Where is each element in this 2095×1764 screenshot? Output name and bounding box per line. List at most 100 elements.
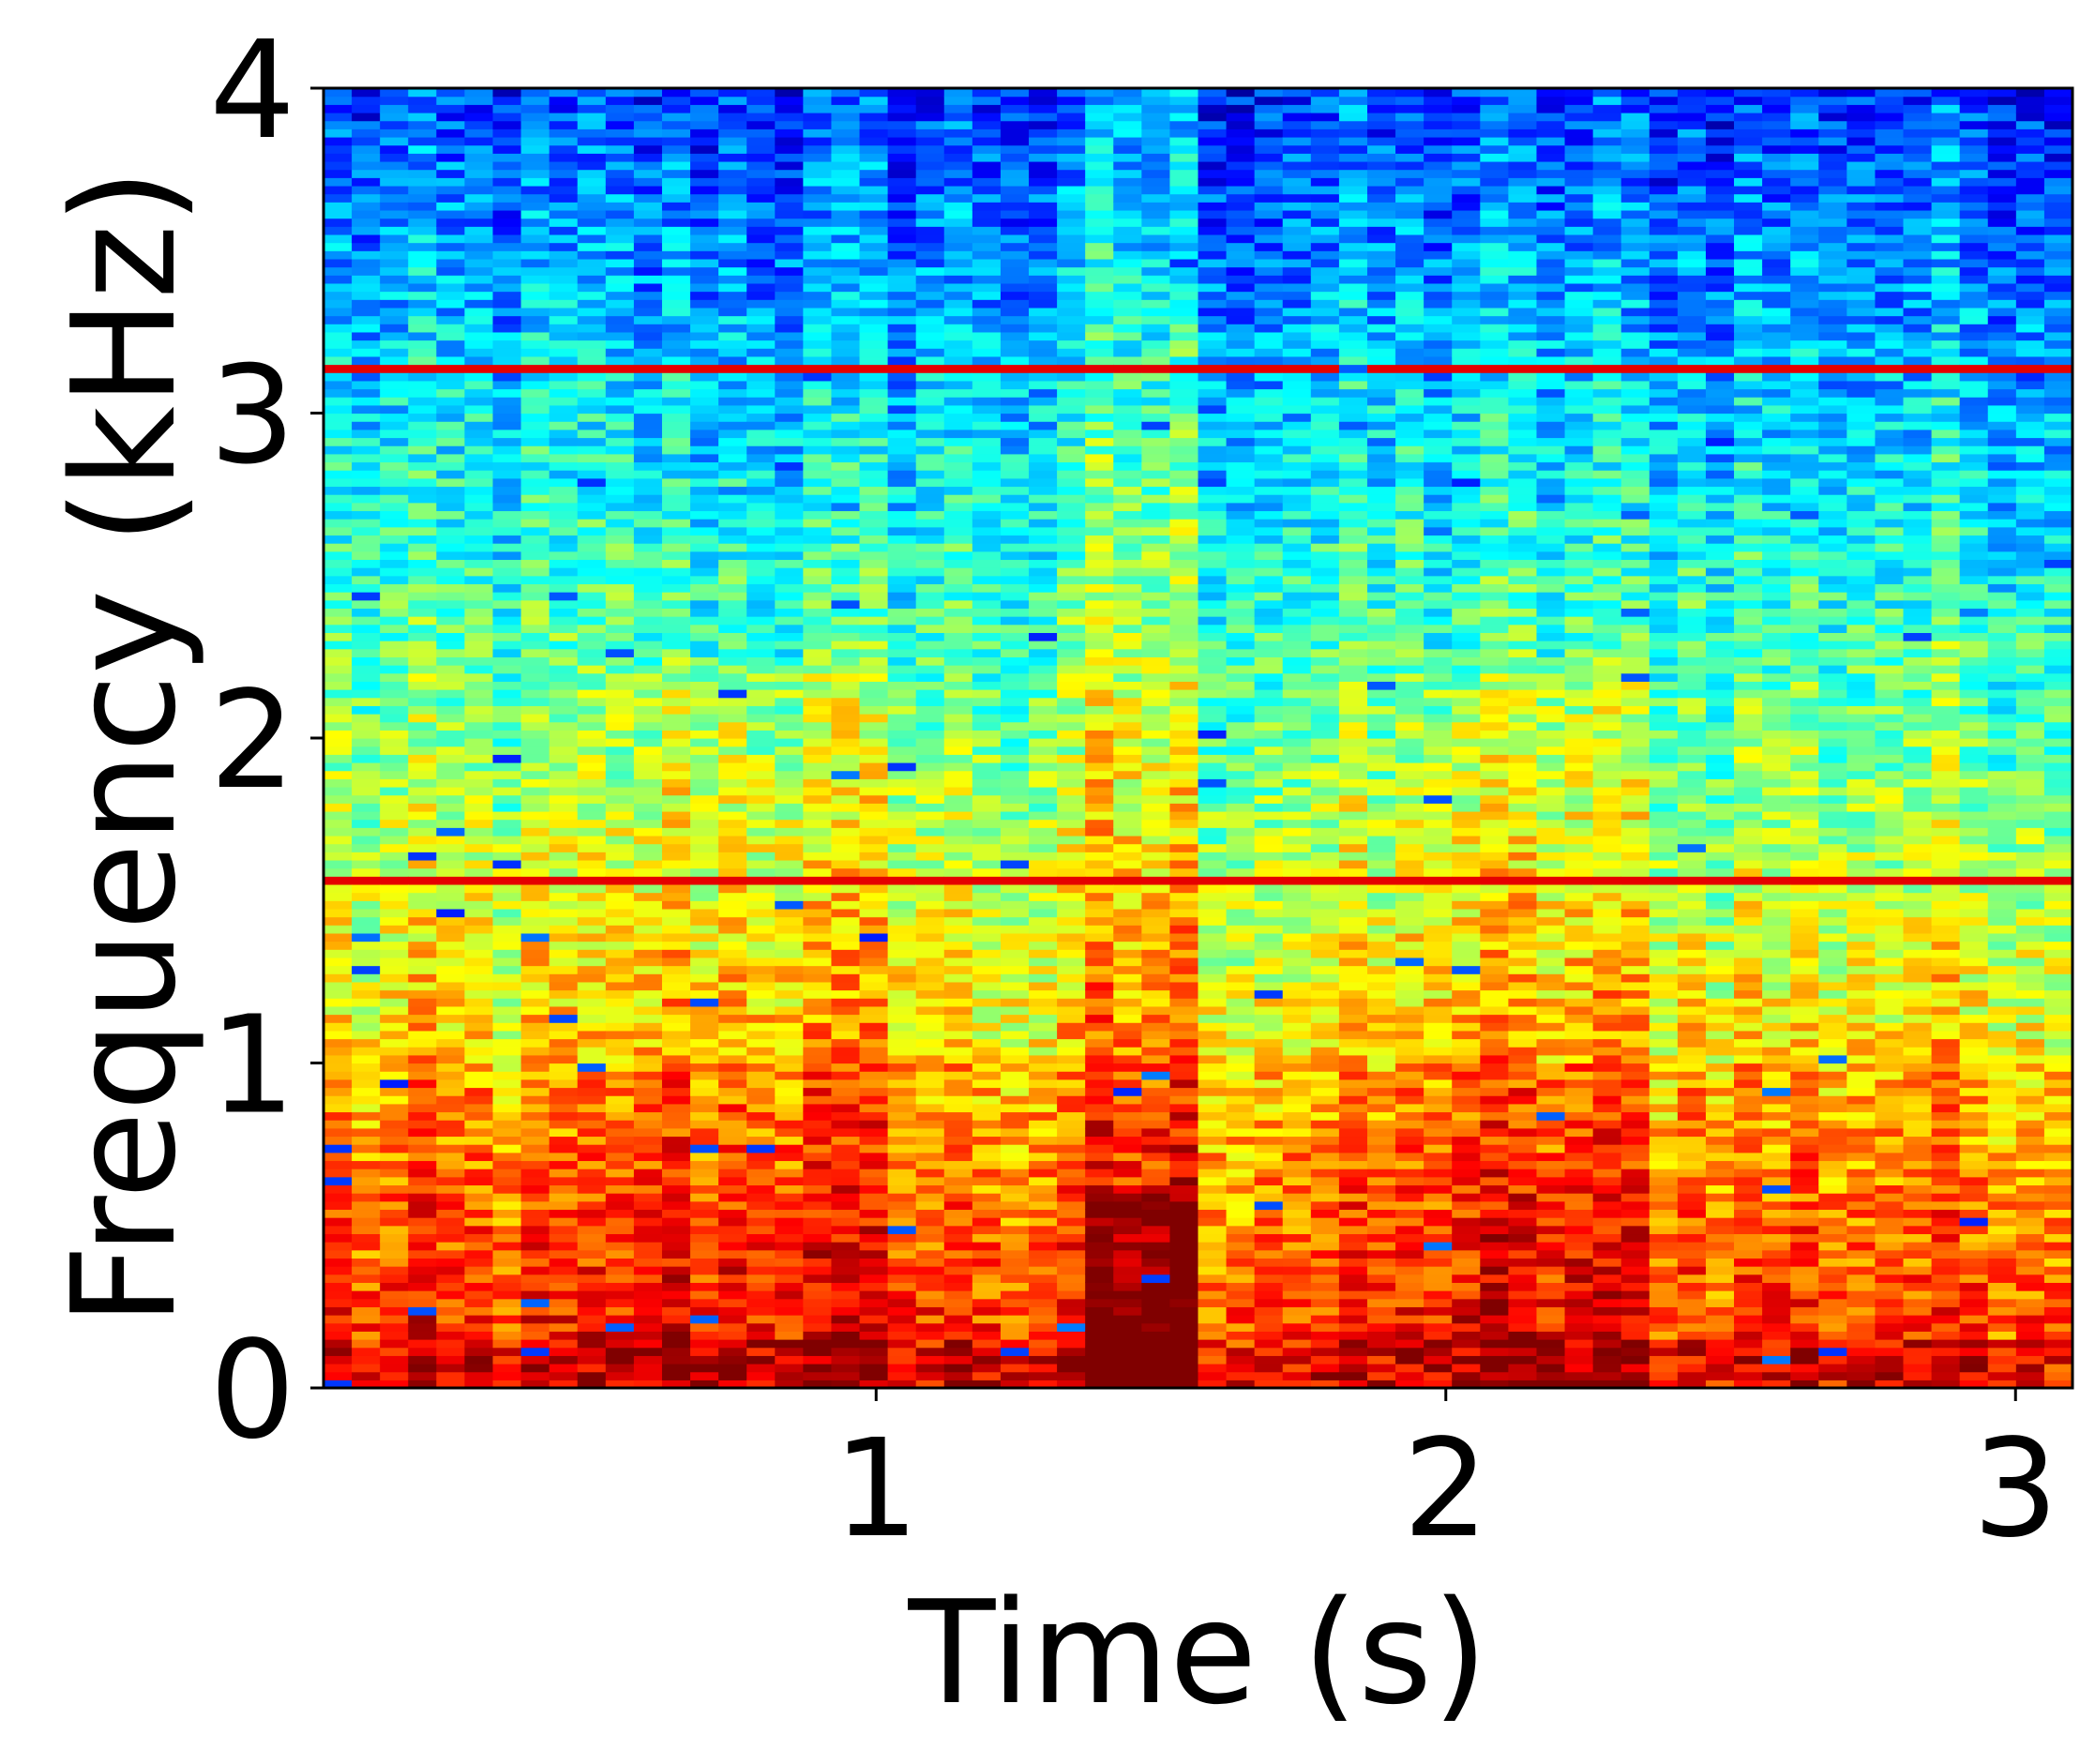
heatmap-cell xyxy=(972,1209,1002,1218)
heatmap-cell xyxy=(633,592,663,601)
heatmap-cell xyxy=(972,867,1002,877)
heatmap-cell xyxy=(605,421,635,430)
heatmap-cell xyxy=(1085,242,1114,251)
heatmap-cell xyxy=(605,1144,635,1153)
heatmap-cell xyxy=(352,941,381,950)
heatmap-cell xyxy=(492,1355,522,1364)
heatmap-cell xyxy=(1169,770,1199,779)
heatmap-cell xyxy=(464,1233,494,1243)
heatmap-cell xyxy=(492,348,522,357)
heatmap-cell xyxy=(972,1005,1002,1016)
heatmap-cell xyxy=(1057,867,1086,877)
heatmap-cell xyxy=(633,794,663,804)
heatmap-cell xyxy=(633,1282,663,1291)
heatmap-cell xyxy=(943,1160,973,1169)
heatmap-cell xyxy=(633,754,663,763)
heatmap-cell xyxy=(1141,1242,1171,1251)
heatmap-cell xyxy=(746,421,776,430)
heatmap-cell xyxy=(605,461,635,471)
heatmap-cell xyxy=(972,981,1002,991)
heatmap-cell xyxy=(605,258,635,268)
heatmap-cell xyxy=(605,1347,635,1356)
heatmap-cell xyxy=(380,1225,409,1235)
heatmap-cell xyxy=(492,989,522,999)
heatmap-cell xyxy=(492,510,522,520)
heatmap-cell xyxy=(1085,226,1114,235)
heatmap-cell xyxy=(577,803,607,812)
heatmap-cell xyxy=(352,1078,381,1089)
heatmap-cell xyxy=(380,1364,409,1373)
heatmap-cell xyxy=(803,794,833,804)
heatmap-cell xyxy=(1057,883,1086,894)
heatmap-cell xyxy=(775,843,804,852)
heatmap-cell xyxy=(859,339,889,349)
heatmap-cell xyxy=(380,1274,409,1283)
heatmap-cell xyxy=(1057,193,1086,203)
heatmap-cell xyxy=(972,843,1002,852)
heatmap-cell xyxy=(887,470,917,479)
heatmap-cell xyxy=(718,153,747,162)
heatmap-cell xyxy=(380,876,409,885)
heatmap-cell xyxy=(859,973,889,983)
heatmap-cell xyxy=(915,1331,945,1340)
heatmap-cell xyxy=(577,1249,607,1259)
heatmap-cell xyxy=(803,1054,833,1064)
heatmap-cell xyxy=(661,470,691,479)
heatmap-cell xyxy=(464,746,494,755)
heatmap-cell xyxy=(859,1120,889,1129)
heatmap-cell xyxy=(887,624,917,633)
heatmap-cell xyxy=(605,535,635,544)
heatmap-cell xyxy=(352,1193,381,1202)
heatmap-cell xyxy=(1085,1030,1114,1040)
heatmap-cell xyxy=(1169,1298,1199,1307)
heatmap-cell xyxy=(661,1087,691,1096)
heatmap-cell xyxy=(464,810,494,821)
heatmap-cell xyxy=(803,1364,833,1373)
heatmap-cell xyxy=(1000,461,1030,471)
heatmap-cell xyxy=(1029,998,1058,1007)
heatmap-cell xyxy=(661,364,691,373)
heatmap-cell xyxy=(831,883,861,894)
heatmap-cell xyxy=(380,1063,409,1072)
heatmap-cell xyxy=(577,665,607,674)
heatmap-cell xyxy=(577,810,607,821)
heatmap-cell xyxy=(972,519,1002,528)
heatmap-cell xyxy=(1113,1364,1142,1373)
heatmap-cell xyxy=(943,104,973,113)
heatmap-cell xyxy=(352,291,381,300)
heatmap-cell xyxy=(408,1339,437,1349)
heatmap-cell xyxy=(633,421,663,430)
heatmap-cell xyxy=(380,153,409,162)
heatmap-cell xyxy=(887,599,917,609)
heatmap-cell xyxy=(605,1087,635,1096)
heatmap-cell xyxy=(436,608,465,617)
heatmap-cell xyxy=(633,1095,663,1105)
heatmap-cell xyxy=(436,88,465,98)
heatmap-cell xyxy=(1085,185,1114,195)
heatmap-cell xyxy=(690,648,719,657)
heatmap-cell xyxy=(436,592,465,601)
heatmap-cell xyxy=(972,852,1002,861)
heatmap-cell xyxy=(1057,599,1086,609)
heatmap-cell xyxy=(436,453,465,463)
heatmap-cell xyxy=(831,746,861,755)
heatmap-cell xyxy=(859,1063,889,1072)
heatmap-cell xyxy=(464,916,494,926)
heatmap-cell xyxy=(972,705,1002,715)
heatmap-cell xyxy=(690,1339,719,1349)
heatmap-cell xyxy=(943,185,973,195)
heatmap-cell xyxy=(577,1095,607,1105)
heatmap-cell xyxy=(775,324,804,333)
heatmap-cell xyxy=(1029,827,1058,837)
heatmap-cell xyxy=(718,331,747,341)
heatmap-cell xyxy=(690,88,719,98)
heatmap-cell xyxy=(577,754,607,763)
heatmap-cell xyxy=(915,160,945,171)
heatmap-cell xyxy=(520,656,550,666)
heatmap-cell xyxy=(1085,908,1114,918)
heatmap-cell xyxy=(436,599,465,609)
heatmap-cell xyxy=(1141,608,1171,617)
heatmap-cell xyxy=(690,153,719,162)
heatmap-cell xyxy=(718,1014,747,1023)
heatmap-cell xyxy=(943,908,973,918)
